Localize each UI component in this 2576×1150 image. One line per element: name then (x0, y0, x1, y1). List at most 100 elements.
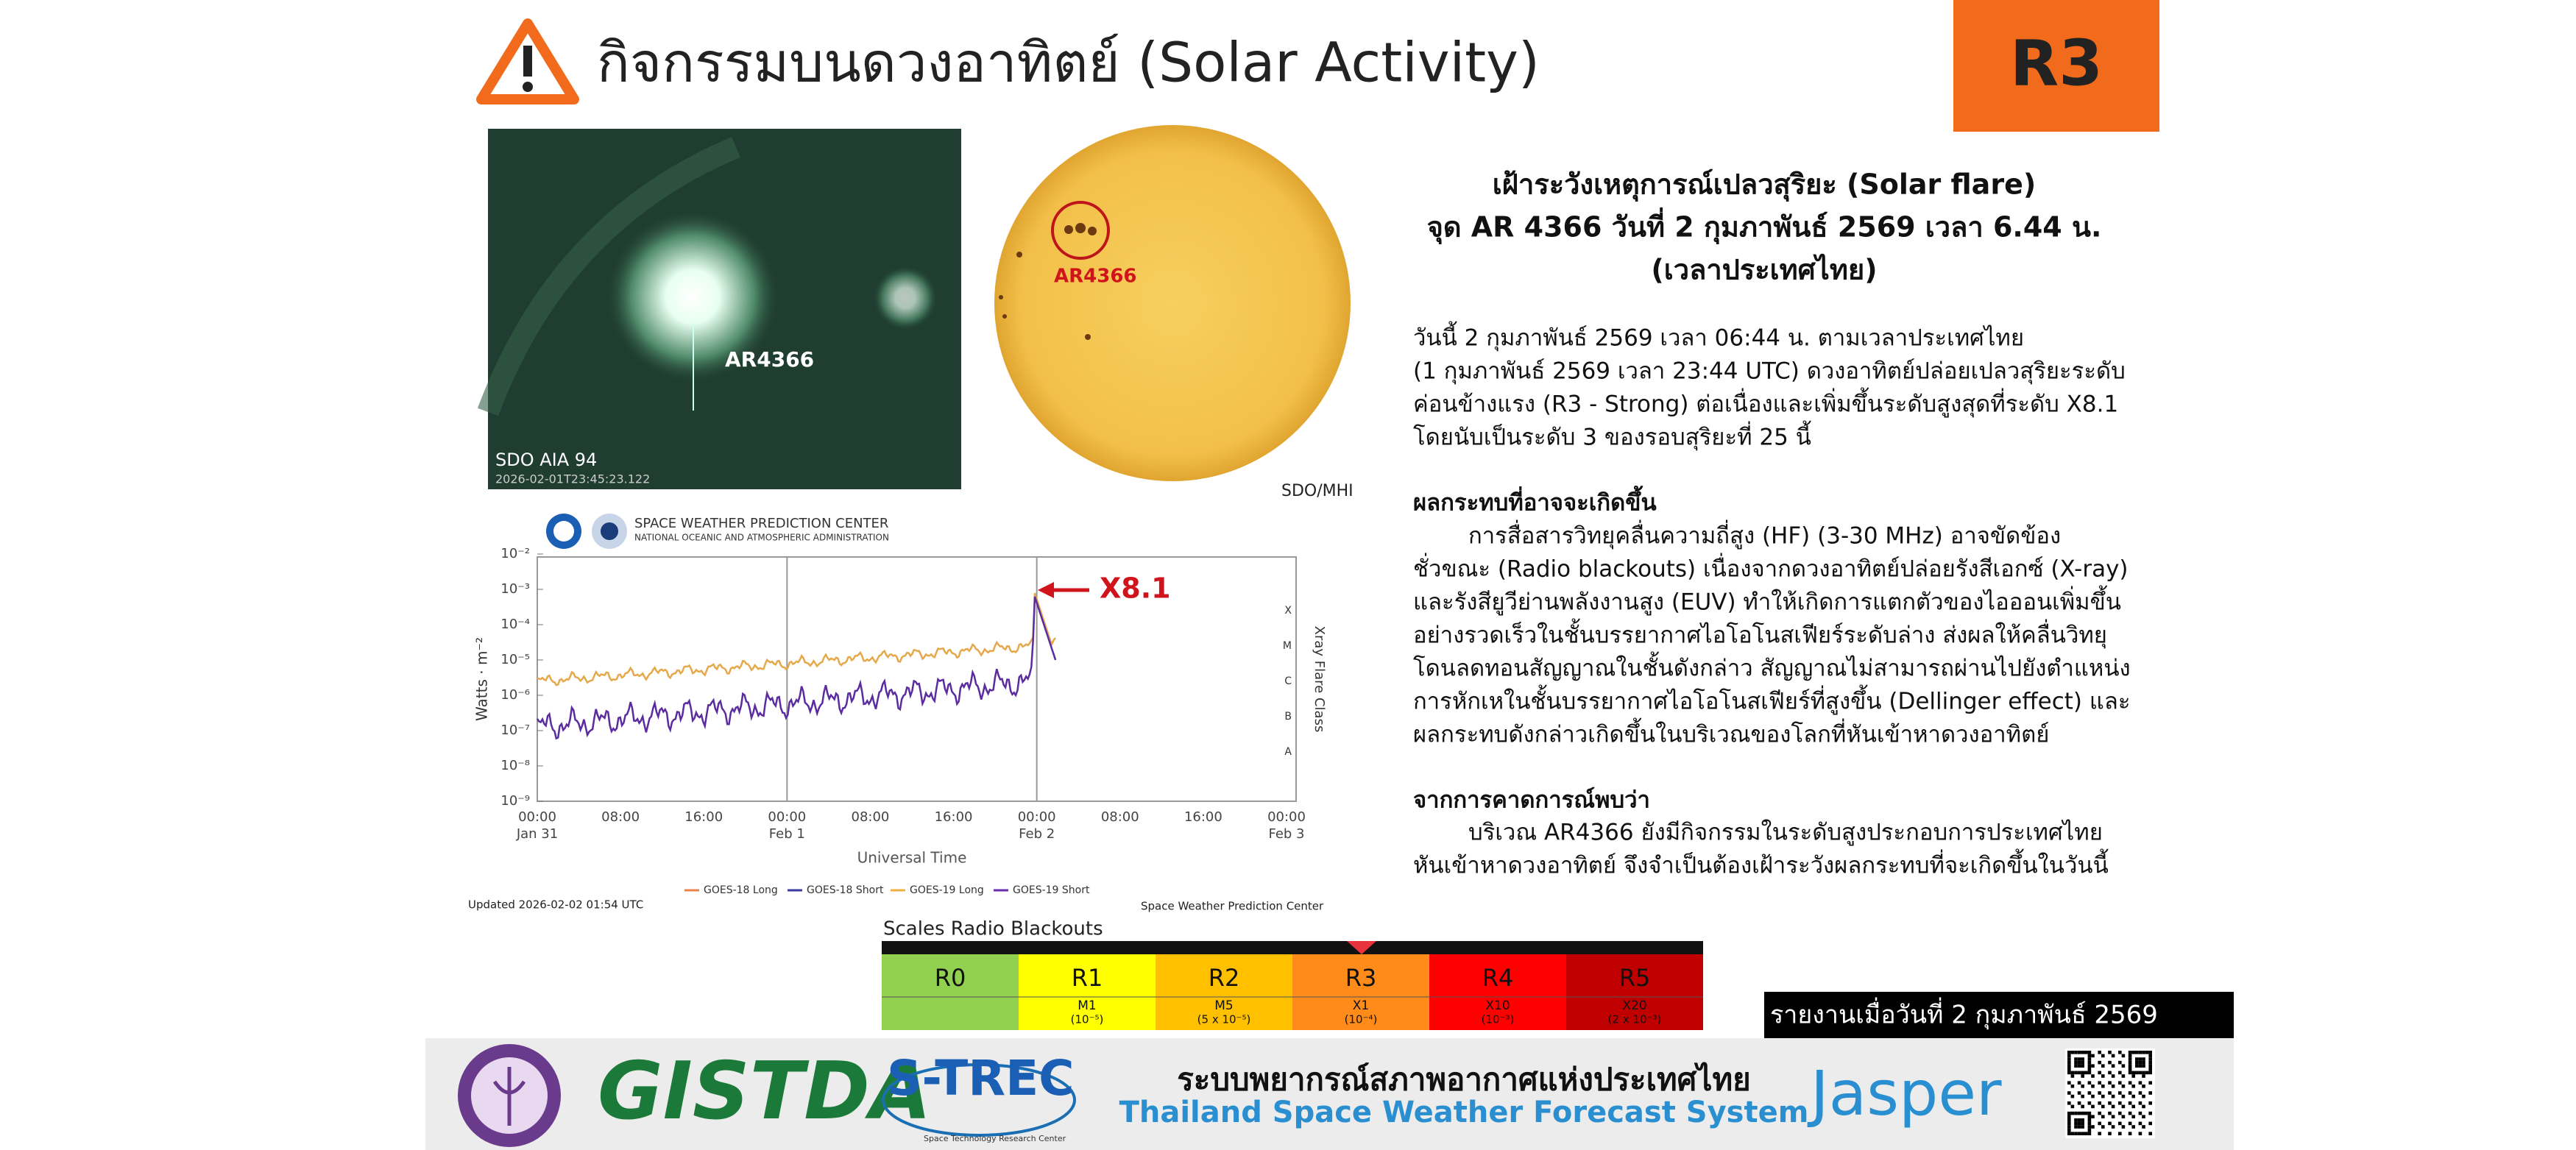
impact-line: อย่างรวดเร็วในชั้นบรรยากาศไอโอโนสเฟียร์ร… (1413, 619, 2107, 650)
impact-line: ชั่วขณะ (Radio blackouts) เนื่องจากดวงอา… (1413, 553, 2129, 583)
qr-cell (2108, 1071, 2112, 1075)
qr-cell (2128, 1081, 2132, 1085)
qr-cell (2138, 1064, 2142, 1068)
qr-cell (2138, 1132, 2142, 1135)
qr-cell (2070, 1104, 2075, 1109)
qr-cell (2128, 1051, 2132, 1054)
qr-cell (2138, 1051, 2142, 1054)
qr-cell (2148, 1091, 2152, 1095)
qr-cell (2121, 1104, 2126, 1109)
plot-frame (537, 556, 1297, 802)
x-tick-label: 00:00 (768, 809, 806, 825)
section-title: ผลกระทบที่อาจจะเกิดขึ้น (1413, 486, 1657, 517)
qr-cell (2081, 1094, 2084, 1098)
qr-cell (2098, 1132, 2101, 1135)
qr-cell (2131, 1115, 2135, 1118)
qr-cell (2131, 1085, 2135, 1088)
qr-cell (2142, 1125, 2145, 1129)
scale-class: X1 (1353, 998, 1369, 1013)
qr-cell (2087, 1128, 2092, 1132)
x-tick-label: 16:00 (1184, 809, 1222, 825)
y-tick-label: 10⁻⁹ (500, 793, 530, 809)
qr-code (2065, 1048, 2155, 1138)
qr-cell (2087, 1132, 2092, 1135)
footer-subtitle: Thailand Space Weather Forecast System (1119, 1096, 1809, 1129)
qr-cell (2128, 1121, 2132, 1126)
qr-cell (2121, 1054, 2126, 1058)
qr-cell (2084, 1071, 2088, 1075)
x-tick-date: Feb 3 (1268, 826, 1304, 842)
qr-cell (2118, 1051, 2122, 1054)
qr-cell (2081, 1132, 2084, 1135)
qr-cell (2067, 1060, 2071, 1065)
scale-level: R1 (1072, 964, 1103, 992)
qr-cell (2108, 1051, 2112, 1054)
qr-cell (2067, 1101, 2071, 1105)
qr-cell (2148, 1132, 2152, 1135)
class-label: X (1284, 605, 1292, 617)
qr-cell (2111, 1125, 2115, 1129)
scale-level: R2 (1209, 964, 1240, 992)
qr-cell (2077, 1132, 2081, 1135)
qr-cell (2091, 1115, 2095, 1118)
qr-cell (2118, 1081, 2122, 1085)
qr-cell (2067, 1121, 2071, 1126)
qr-cell (2101, 1125, 2105, 1129)
qr-cell (2111, 1085, 2115, 1088)
qr-cell (2084, 1132, 2088, 1135)
level-box (1953, 0, 2159, 132)
qr-cell (2067, 1128, 2071, 1132)
qr-cell (2111, 1115, 2115, 1118)
scale-class: X10 (1485, 998, 1510, 1013)
qr-cell (2101, 1074, 2105, 1078)
qr-cell (2077, 1118, 2081, 1122)
qr-cell (2142, 1094, 2145, 1098)
qr-cell (2077, 1091, 2081, 1095)
qr-cell (2111, 1104, 2115, 1109)
intro-line: ค่อนข้างแรง (R3 - Strong) ต่อเนื่องและเพ… (1413, 388, 2118, 419)
forecast-line: บริเวณ AR4366 ยังมีกิจกรรมในระดับสูงประก… (1468, 820, 2103, 846)
qr-cell (2084, 1111, 2088, 1115)
qr-cell (2128, 1057, 2132, 1061)
qr-cell (2074, 1125, 2078, 1129)
qr-cell (2067, 1132, 2071, 1135)
y-tick-label: 10⁻⁷ (500, 723, 530, 738)
qr-cell (2067, 1118, 2071, 1122)
qr-cell (2098, 1051, 2101, 1054)
scale-cell (1156, 954, 1292, 1030)
class-label: A (1284, 746, 1292, 758)
scale-flux: (10⁻⁴) (1345, 1013, 1378, 1026)
qr-cell (2128, 1111, 2132, 1115)
qr-cell (2101, 1064, 2105, 1068)
qr-cell (2077, 1071, 2081, 1075)
qr-cell (2077, 1064, 2081, 1068)
qr-cell (2148, 1121, 2152, 1126)
qr-cell (2067, 1057, 2071, 1061)
qr-cell (2077, 1121, 2081, 1126)
plot-area: 10⁻²10⁻³10⁻⁴10⁻⁵10⁻⁶10⁻⁷10⁻⁸10⁻⁹00:00Jan… (500, 546, 1306, 896)
qr-cell (2135, 1057, 2139, 1061)
qr-cell (2067, 1125, 2071, 1129)
x-tick-label: 08:00 (1101, 809, 1139, 825)
qr-cell (2148, 1060, 2152, 1065)
warning-icon (476, 18, 579, 104)
qr-cell (2081, 1111, 2084, 1115)
qr-cell (2074, 1121, 2078, 1126)
intro-line: โดยนับเป็นระดับ 3 ของรอบสุริยะที่ 25 นี้ (1413, 421, 1811, 452)
qr-cell (2148, 1068, 2152, 1071)
noaa-logos (546, 514, 627, 549)
qr-cell (2148, 1064, 2152, 1068)
class-label: C (1284, 675, 1292, 687)
strec-orbit (882, 1063, 1076, 1137)
qr-cell (2118, 1101, 2122, 1105)
scale-cell (1429, 954, 1566, 1030)
qr-cell (2135, 1064, 2139, 1068)
footer-title: ระบบพยากรณ์สภาพอากาศแห่งประเทศไทย (1177, 1062, 1751, 1098)
qr-cell (2142, 1071, 2145, 1075)
article-heading: จุด AR 4366 วันที่ 2 กุมภาพันธ์ 2569 เวล… (1427, 207, 2102, 245)
report-date: รายงานเมื่อวันที่ 2 กุมภาพันธ์ 2569 (1770, 998, 2158, 1030)
qr-cell (2087, 1068, 2092, 1071)
qr-cell (2135, 1060, 2139, 1065)
qr-cell (2067, 1111, 2071, 1115)
